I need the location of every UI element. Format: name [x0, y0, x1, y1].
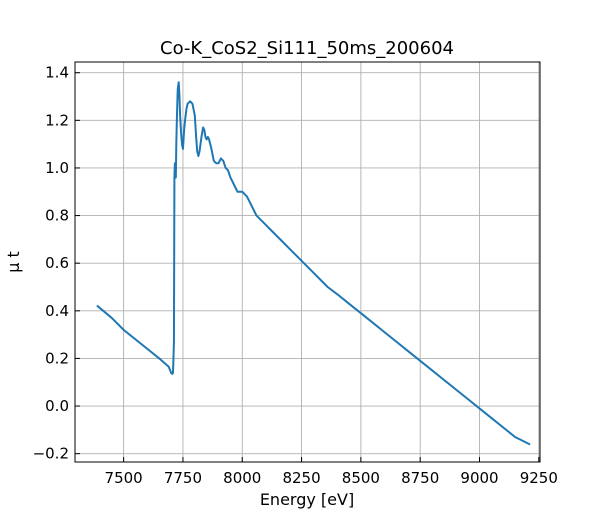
y-tick-label: 0.6	[45, 254, 69, 272]
x-tick-label: 8750	[401, 469, 439, 487]
y-tick-label: 0.0	[45, 397, 69, 415]
y-tick-labels: −0.2 0.0 0.2 0.4 0.6 0.8 1.0 1.2 1.4	[33, 64, 69, 463]
x-tick-label: 7500	[105, 469, 143, 487]
y-tick-label: 0.2	[45, 349, 69, 367]
x-tick-label: 8250	[282, 469, 320, 487]
x-tick-label: 8500	[342, 469, 380, 487]
y-tick-label: 0.4	[45, 302, 69, 320]
series-layer	[96, 81, 531, 446]
x-tick-labels: 7500 7750 8000 8250 8500 8750 9000 9250	[105, 469, 558, 487]
chart-title: Co-K_CoS2_Si111_50ms_200604	[160, 38, 454, 59]
series-line	[96, 81, 531, 446]
y-tick-label: 1.4	[45, 64, 69, 82]
x-tick-label: 7750	[164, 469, 202, 487]
x-tick-label: 8000	[223, 469, 261, 487]
y-tick-label: 0.8	[45, 207, 69, 225]
grid	[75, 62, 540, 462]
plot-frame	[74, 61, 541, 463]
ticks	[75, 72, 540, 462]
y-axis-label: μ t	[4, 251, 23, 273]
x-tick-label: 9250	[520, 469, 558, 487]
x-tick-label: 9000	[460, 469, 498, 487]
y-tick-label: −0.2	[33, 445, 69, 463]
x-axis-label: Energy [eV]	[260, 490, 354, 509]
y-tick-label: 1.2	[45, 111, 69, 129]
y-tick-label: 1.0	[45, 159, 69, 177]
